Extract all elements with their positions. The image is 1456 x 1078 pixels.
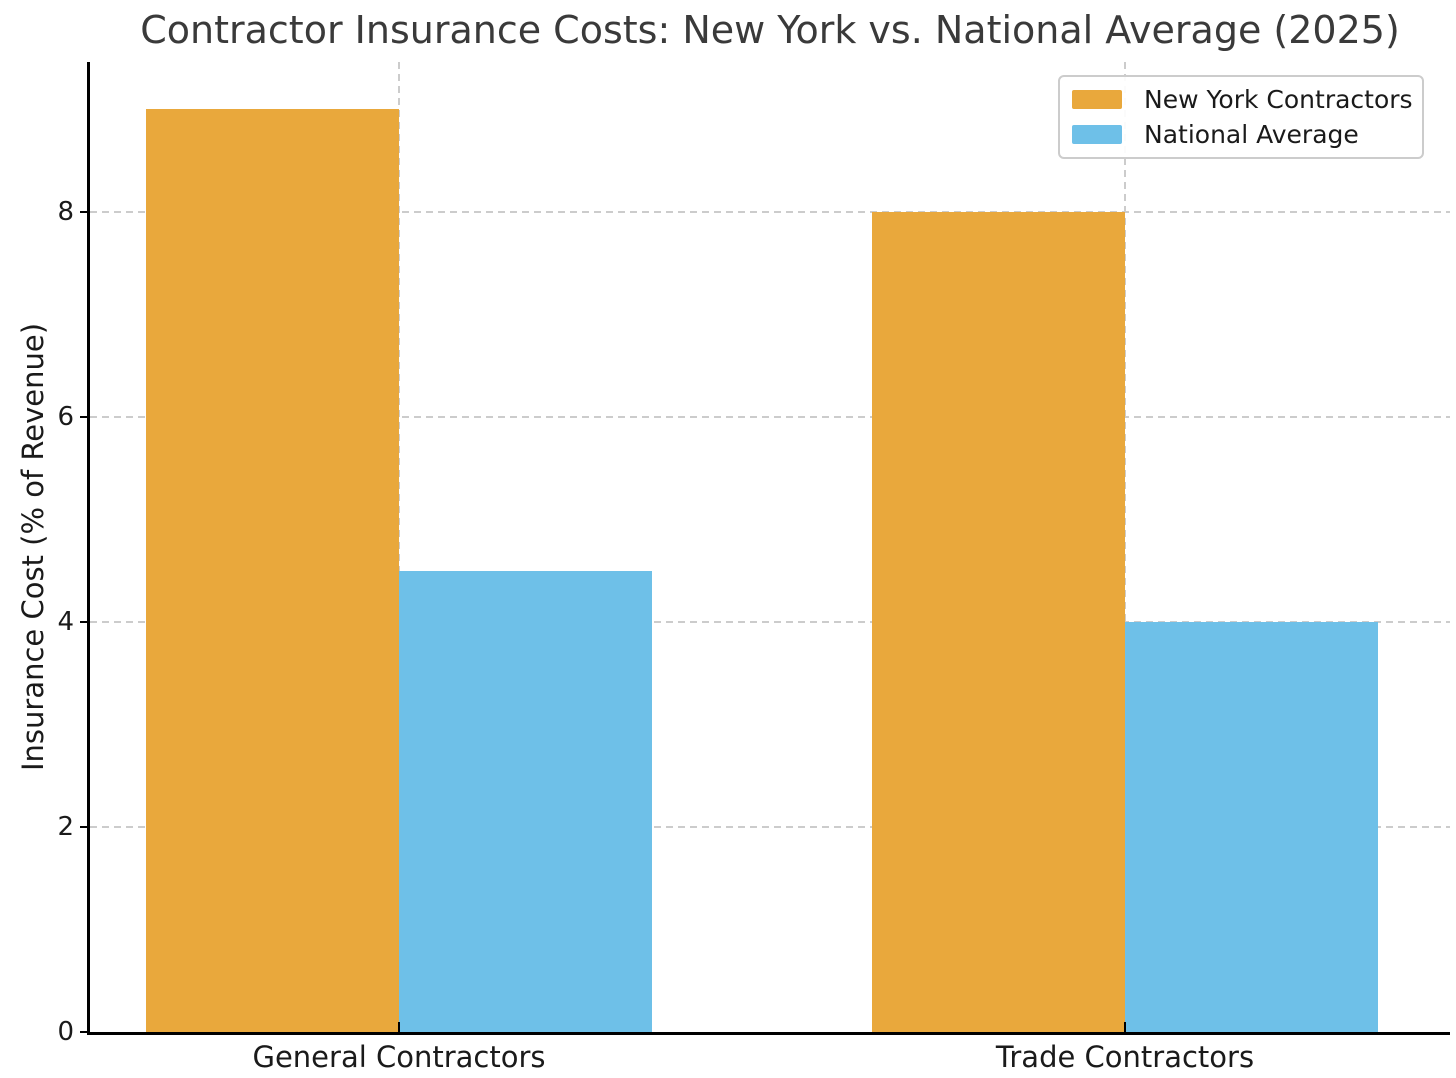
bar-ny-1 bbox=[872, 211, 1125, 1032]
y-tick-mark-8 bbox=[80, 210, 87, 213]
gridline-y-8 bbox=[90, 210, 1450, 213]
y-tick-mark-4 bbox=[80, 620, 87, 623]
y-tick-label-0: 0 bbox=[57, 1017, 74, 1047]
x-tick-mark-1 bbox=[1124, 1022, 1126, 1032]
y-tick-label-2: 2 bbox=[57, 811, 74, 842]
gridline-x-1 bbox=[1124, 62, 1126, 1032]
y-tick-label-8: 8 bbox=[57, 196, 74, 227]
y-tick-mark-6 bbox=[80, 415, 87, 418]
gridline-x-0 bbox=[398, 62, 400, 1032]
x-tick-mark-0 bbox=[398, 1022, 400, 1032]
bar-national-0 bbox=[399, 570, 652, 1032]
y-axis-label: Insurance Cost (% of Revenue) bbox=[16, 322, 50, 772]
y-tick-mark-0 bbox=[80, 1031, 87, 1033]
bar-ny-0 bbox=[146, 109, 399, 1032]
legend: New York Contractors National Average bbox=[1058, 75, 1424, 159]
x-axis-spine bbox=[87, 1032, 1450, 1035]
legend-label-national-average: National Average bbox=[1144, 120, 1359, 149]
legend-swatch-new-york-contractors bbox=[1072, 90, 1122, 109]
legend-item-new-york-contractors: New York Contractors bbox=[1072, 85, 1413, 114]
legend-swatch-national-average bbox=[1072, 125, 1122, 144]
y-tick-label-6: 6 bbox=[57, 401, 74, 432]
x-tick-label-1: Trade Contractors bbox=[995, 1040, 1255, 1074]
bar-national-1 bbox=[1125, 621, 1378, 1032]
gridline-y-6 bbox=[90, 415, 1450, 418]
legend-item-national-average: National Average bbox=[1072, 120, 1410, 149]
gridline-y-4 bbox=[90, 620, 1450, 623]
legend-label-new-york-contractors: New York Contractors bbox=[1144, 85, 1413, 114]
plot-area: 0 2 4 6 8 General Contractors Trade Contractor… bbox=[57, 62, 1450, 1074]
x-tick-label-0: General Contractors bbox=[252, 1040, 546, 1074]
gridline-y-2 bbox=[90, 825, 1450, 828]
y-axis-spine bbox=[87, 62, 90, 1035]
y-tick-label-4: 4 bbox=[57, 606, 74, 637]
y-tick-mark-2 bbox=[80, 825, 87, 828]
chart-title: Contractor Insurance Costs: New York vs.… bbox=[140, 8, 1400, 52]
